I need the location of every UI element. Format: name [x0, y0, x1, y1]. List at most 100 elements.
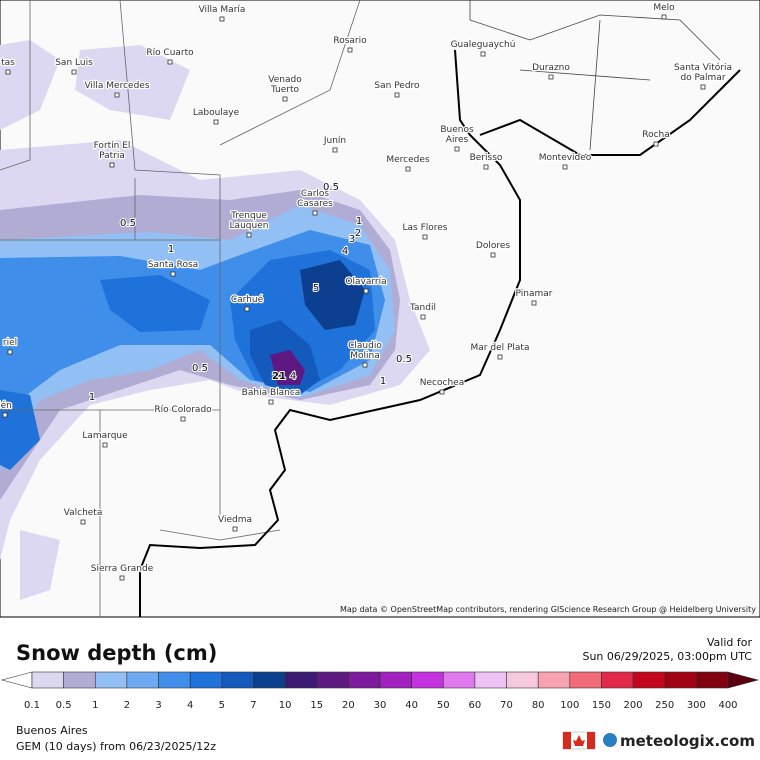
legend-swatch — [126, 671, 159, 689]
city-marker — [420, 314, 426, 320]
legend-swatch — [31, 671, 64, 689]
contour-label: 1 — [168, 244, 174, 255]
borders — [0, 0, 721, 617]
contour-label: 0.5 — [192, 363, 208, 374]
legend-swatch — [348, 671, 381, 689]
city-marker — [490, 252, 496, 258]
city-marker — [213, 119, 219, 125]
city-label: Casares — [297, 199, 333, 209]
city-label: Tuerto — [270, 85, 300, 95]
legend-tick: 400 — [718, 700, 737, 711]
snow-area — [100, 275, 210, 332]
city-marker — [439, 389, 445, 395]
city-label: Molina — [350, 351, 380, 361]
legend-tick: 30 — [374, 700, 387, 711]
city-marker — [312, 210, 318, 216]
snow-area — [270, 350, 305, 385]
legend-tick: 5 — [219, 700, 225, 711]
legend-tick: 60 — [469, 700, 482, 711]
city-label: Necochea — [420, 378, 464, 388]
city-marker — [7, 349, 13, 355]
city-label: Tandil — [409, 303, 436, 313]
legend-swatch — [63, 671, 96, 689]
city-label: Montevideo — [539, 153, 592, 163]
map: Map data © OpenStreetMap contributors, r… — [0, 0, 760, 618]
contour-label: 21 — [272, 371, 286, 382]
valid-time: Sun 06/29/2025, 03:00pm UTC — [582, 650, 752, 663]
city-label: Sierra Grande — [91, 564, 154, 574]
legend-tick: 1 — [92, 700, 98, 711]
contour-label: 4 — [290, 371, 296, 382]
legend-swatch — [569, 671, 602, 689]
city-marker — [114, 92, 120, 98]
city-label: Valcheta — [64, 508, 103, 518]
city-label: Olavarría — [345, 277, 386, 287]
legend-title: Snow depth (cm) — [16, 641, 217, 665]
city-label: tas — [1, 58, 15, 68]
city-label: Melo — [653, 3, 675, 13]
city-label: Gualeguaychú — [451, 40, 516, 50]
city-label: Mercedes — [386, 155, 430, 165]
attribution: Map data © OpenStreetMap contributors, r… — [340, 605, 756, 614]
city-label: San Luis — [55, 58, 93, 68]
city-marker — [347, 47, 353, 53]
snow-area — [75, 45, 190, 120]
city-marker — [422, 234, 428, 240]
city-marker — [80, 519, 86, 525]
region: Buenos Aires — [16, 724, 88, 737]
legend-tick: 2 — [124, 700, 130, 711]
city-marker — [180, 416, 186, 422]
contour-label: 1 — [356, 216, 362, 227]
legend-tick: 0.1 — [24, 700, 40, 711]
city-label: Mar del Plata — [471, 343, 530, 353]
city-label: Río Colorado — [154, 405, 212, 415]
city-label: Laboulaye — [193, 108, 240, 118]
city-label: Río Cuarto — [146, 48, 194, 58]
city-marker — [246, 232, 252, 238]
city-marker — [653, 141, 659, 147]
city-marker — [2, 412, 8, 418]
legend-tick: 100 — [560, 700, 579, 711]
city-label: Rocha — [642, 130, 670, 140]
legend: 0.1 0.5 1 2 3 4 5 7 10 15 20 30 40 50 60 70 80 100 150 200 2… — [0, 671, 760, 711]
city-marker — [282, 96, 288, 102]
contour-label: 2 — [355, 228, 361, 239]
legend-tick: 50 — [437, 700, 450, 711]
canada-flag — [562, 731, 596, 750]
city-marker — [332, 147, 338, 153]
city-label: Berisso — [470, 153, 503, 163]
city-label: San Pedro — [374, 81, 420, 91]
legend-tick: 10 — [279, 700, 292, 711]
legend-tick: 70 — [500, 700, 513, 711]
legend-tick: 4 — [187, 700, 193, 711]
legend-tick: 40 — [405, 700, 418, 711]
city-marker — [363, 288, 369, 294]
legend-tick: 3 — [155, 700, 161, 711]
city-marker — [531, 300, 537, 306]
legend-tick: 20 — [342, 700, 355, 711]
model: GEM (10 days) from 06/23/2025/12z — [16, 740, 216, 753]
city-label: Villa Mercedes — [84, 81, 149, 91]
city-label: Fortín El — [94, 141, 131, 151]
city-marker — [232, 526, 238, 532]
city-marker — [480, 51, 486, 57]
city-marker — [700, 84, 706, 90]
city-marker — [119, 575, 125, 581]
city-label: lén — [0, 400, 12, 411]
contour-label: 5 — [313, 283, 319, 294]
contour-label: 3 — [349, 234, 355, 245]
city-label: Durazno — [532, 63, 570, 73]
city-label: Pinamar — [516, 289, 553, 299]
city-label: Viedma — [218, 515, 252, 525]
legend-swatch — [601, 671, 634, 689]
contour-label: 4 — [342, 246, 348, 257]
city-label: Patria — [99, 151, 125, 161]
city-marker — [268, 399, 274, 405]
city-label: Buenos — [440, 125, 474, 135]
city-label: Bahía Blanca — [242, 388, 301, 398]
city-marker — [661, 14, 667, 20]
legend-swatch — [506, 671, 539, 689]
legend-swatch — [474, 671, 507, 689]
city-label: Trenque — [230, 211, 267, 221]
